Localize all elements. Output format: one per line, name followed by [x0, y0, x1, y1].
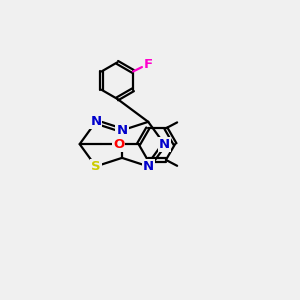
Text: N: N [142, 160, 154, 173]
Text: S: S [91, 160, 101, 173]
Text: O: O [113, 138, 124, 151]
Text: N: N [159, 138, 170, 151]
Text: N: N [90, 115, 101, 128]
Text: F: F [144, 58, 153, 70]
Text: N: N [116, 124, 128, 137]
